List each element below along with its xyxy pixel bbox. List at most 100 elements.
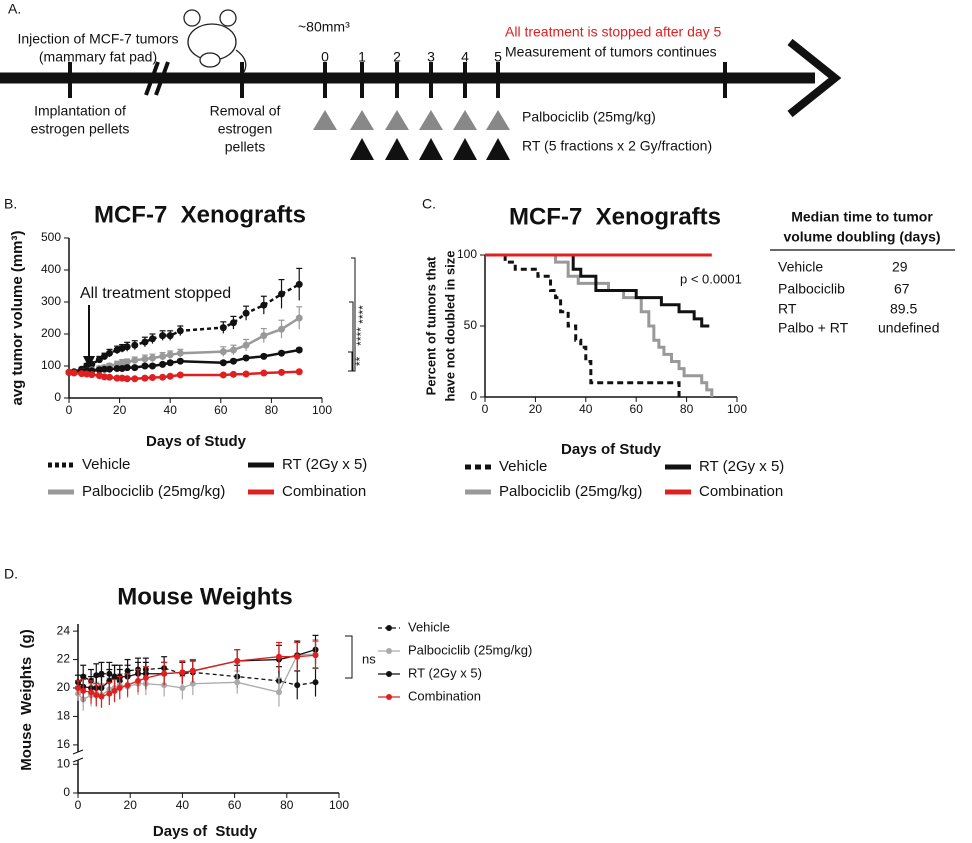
data-point (78, 370, 86, 378)
data-point (98, 693, 105, 700)
data-point (148, 354, 156, 362)
data-point (131, 375, 139, 383)
data-point (93, 692, 100, 699)
data-point (229, 319, 237, 327)
chart-title: Mouse Weights (117, 583, 293, 610)
data-point (189, 667, 196, 674)
timeline-label: Implantation of (34, 103, 126, 119)
data-point (295, 368, 303, 376)
data-point (70, 369, 78, 377)
data-point (123, 358, 131, 366)
legend-label: RT (2Gy x 5) (282, 456, 367, 473)
data-point (105, 373, 113, 381)
x-tick-label: 100 (727, 402, 747, 416)
data-point (148, 374, 156, 382)
day-label: 0 (321, 49, 329, 65)
axis-break (72, 749, 84, 755)
mouse-icon (183, 9, 247, 73)
data-point (219, 348, 227, 356)
data-point (80, 687, 87, 694)
x-tick-label: 100 (329, 798, 349, 812)
day-label: 5 (494, 49, 502, 65)
legend-label: Combination (282, 483, 366, 500)
table-cell: 29 (892, 259, 908, 275)
data-point (111, 687, 118, 694)
x-tick-label: 20 (529, 402, 543, 416)
y-axis-label: Mouse Weights (g) (18, 629, 35, 770)
data-point (111, 673, 118, 680)
day-label: 4 (461, 49, 469, 65)
data-point (179, 669, 186, 676)
x-tick-label: 40 (176, 798, 190, 812)
y-axis-label: Percent of tumors that (423, 256, 438, 395)
data-point (295, 314, 303, 322)
x-tick-label: 80 (265, 403, 279, 417)
data-point (176, 327, 184, 335)
x-tick-label: 20 (124, 798, 138, 812)
series-line (77, 667, 316, 689)
legend-label: Vehicle (82, 456, 130, 473)
data-point (88, 371, 96, 379)
legend-marker (386, 694, 392, 700)
data-point (260, 352, 268, 360)
timeline-note: All treatment is stopped after day 5 (505, 24, 722, 40)
legend-label: Palbociclib (25mg/kg) (82, 483, 225, 500)
data-point (131, 364, 139, 372)
timeline: A. Injection of MCF-7 tumors (mammary fa… (0, 1, 842, 160)
data-point (219, 324, 227, 332)
data-point (229, 357, 237, 365)
x-tick-label: 60 (214, 403, 228, 417)
data-point (242, 341, 250, 349)
y-tick-label: 0 (470, 389, 477, 403)
y-tick-label: 100 (41, 358, 61, 372)
data-point (260, 301, 268, 309)
data-point (242, 370, 250, 378)
data-point (75, 685, 81, 691)
panel-label: C. (422, 196, 436, 212)
data-point (116, 685, 123, 691)
legend-label: Palbociclib (25mg/kg) (408, 642, 532, 657)
data-point (148, 335, 156, 343)
significance-label: **** (356, 305, 370, 324)
data-point (105, 349, 113, 357)
data-point (106, 690, 113, 697)
data-point (159, 352, 167, 360)
significance-label: ns (362, 651, 376, 666)
timeline-ticks (68, 62, 727, 98)
y-tick-label: 16 (57, 737, 71, 751)
treatment-label: RT (5 fractions x 2 Gy/fraction) (522, 138, 712, 154)
series-line (485, 253, 710, 328)
data-point (95, 356, 103, 364)
annotation: All treatment stopped (80, 285, 231, 302)
data-point (100, 373, 108, 381)
y-tick-label: 18 (57, 709, 71, 723)
legend-marker (386, 625, 392, 631)
axis-break (72, 757, 84, 763)
x-tick-label: 80 (280, 798, 294, 812)
table-cell: RT (778, 301, 797, 317)
data-point (278, 349, 286, 357)
table-cell: 89.5 (890, 301, 917, 317)
data-point (189, 680, 196, 687)
data-point (98, 670, 105, 677)
timeline-label: estrogen pellets (31, 121, 130, 137)
data-point (260, 369, 268, 377)
x-tick-label: 60 (228, 798, 242, 812)
data-point (141, 338, 149, 346)
y-tick-label: 100 (457, 247, 477, 261)
y-tick-label: 24 (57, 623, 71, 637)
series-line (485, 253, 714, 397)
rt-triangles (350, 138, 510, 160)
y-tick-label: 22 (57, 652, 71, 666)
legend-marker (386, 671, 392, 677)
annotation-arrowhead (83, 356, 95, 368)
data-point (242, 309, 250, 317)
data-point (131, 341, 139, 349)
data-point (229, 370, 237, 378)
chart-title: MCF-7 Xenografts (94, 201, 306, 228)
y-tick-label: 0 (63, 785, 70, 799)
x-tick-label: 40 (164, 403, 178, 417)
data-point (141, 362, 149, 370)
data-point (295, 280, 303, 288)
y-tick-label: 50 (464, 318, 478, 332)
